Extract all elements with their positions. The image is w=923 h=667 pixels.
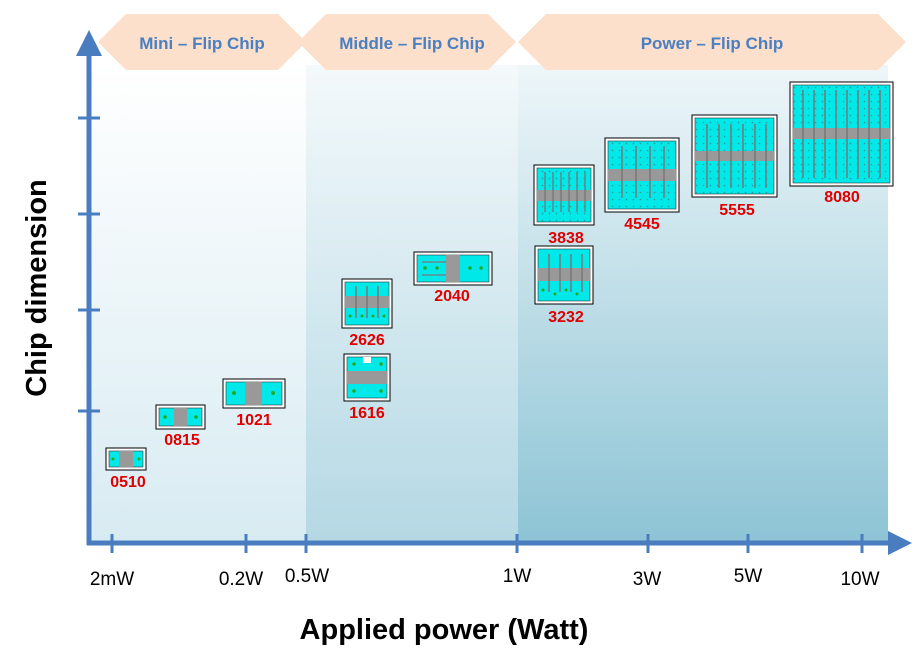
chip-label-8080: 8080 [824,189,860,206]
chip-0815: 0815 [155,404,206,449]
chip-label-3838: 3838 [548,230,584,247]
band-label-middle: Middle – Flip Chip [339,34,484,53]
y-axis [76,30,102,545]
chip-label-2626: 2626 [349,332,385,349]
chip-0510: 0510 [105,447,147,491]
chip-2040: 2040 [413,251,493,305]
chip-label-1021: 1021 [236,412,272,429]
middle-region [306,65,518,543]
x-tick-0.5w: 0.5W [285,566,329,587]
chip-3838: 3838 [533,164,595,247]
band-label-power: Power – Flip Chip [641,34,784,53]
y-axis-arrowhead [76,30,102,56]
x-axis-arrowhead [888,531,912,555]
chip-2626: 2626 [341,278,393,349]
chip-5555: 5555 [691,114,778,219]
x-tick-0.2w: 0.2W [219,569,263,590]
x-tick-5w: 5W [734,566,763,587]
x-tick-3w: 3W [633,569,662,590]
chip-8080: 8080 [789,81,894,206]
band-arrow-power: Power – Flip Chip [518,14,906,70]
band-arrow-middle: Middle – Flip Chip [298,14,516,70]
chip-4545: 4545 [604,137,680,233]
chip-label-5555: 5555 [719,202,755,219]
chip-3232: 3232 [534,245,594,326]
chip-label-2040: 2040 [434,288,470,305]
chip-label-4545: 4545 [624,216,660,233]
y-axis-title: Chip dimension [21,179,53,397]
chip-1021: 1021 [222,378,286,429]
x-axis-title: Applied power (Watt) [300,614,589,646]
chip-label-1616: 1616 [349,405,385,422]
x-axis [87,531,912,555]
x-tick-10w: 10W [840,569,879,590]
band-label-mini: Mini – Flip Chip [139,34,265,53]
mini-region [90,65,306,543]
band-arrow-mini: Mini – Flip Chip [98,14,306,70]
chip-label-0510: 0510 [110,474,146,491]
chip-1616: 1616 [343,353,391,422]
x-tick-1w: 1W [503,566,532,587]
chip-label-3232: 3232 [548,309,584,326]
chip-label-0815: 0815 [164,432,200,449]
x-tick-2mw: 2mW [90,569,134,590]
